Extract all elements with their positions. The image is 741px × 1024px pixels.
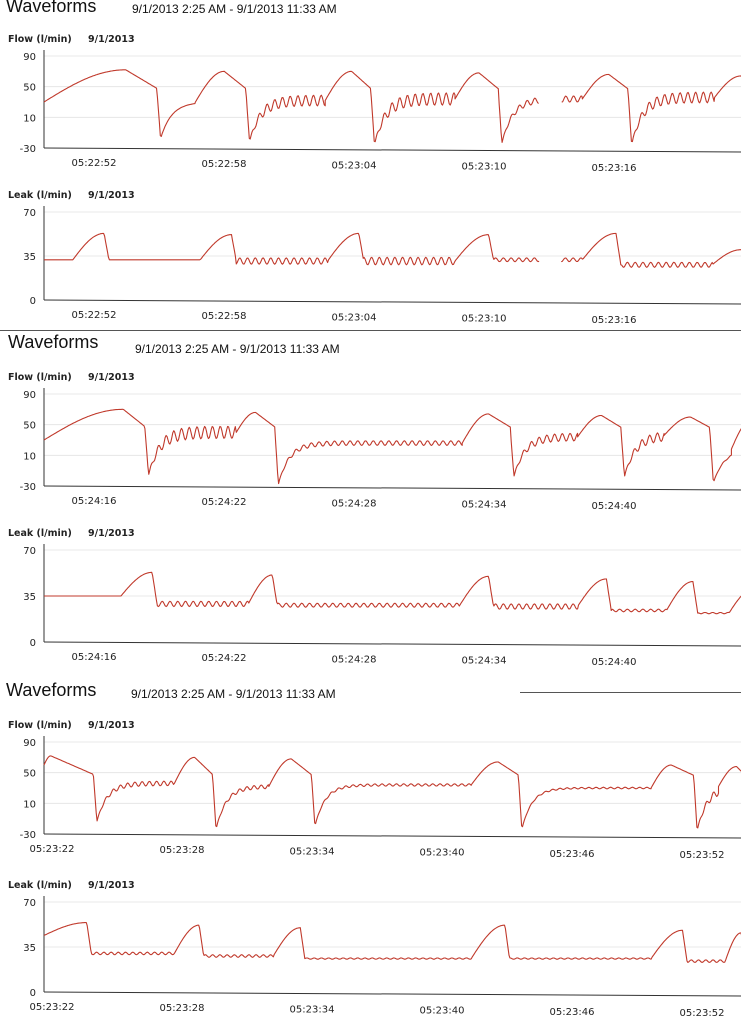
x-tick-label: 05:23:52 [680,1008,725,1019]
y-tick-label: 0 [30,988,36,999]
x-tick-label: 05:23:40 [420,1006,465,1017]
y-tick-label: 70 [23,546,36,557]
x-tick-label: 05:23:16 [592,163,637,174]
x-tick-label: 05:23:34 [290,846,335,857]
waveform-page-1: Waveforms 9/1/2013 2:25 AM - 9/1/2013 11… [0,0,741,330]
x-tick-label: 05:24:16 [72,652,117,663]
y-tick-label: 50 [23,83,36,94]
x-tick-label: 05:24:28 [332,498,377,509]
leak-trace [561,232,741,268]
chart-date: 9/1/2013 [88,372,135,383]
x-axis [43,485,741,491]
page-title: Waveforms [8,332,99,352]
x-axis [43,833,741,839]
x-tick-label: 05:23:34 [290,1004,335,1015]
flow-chart: Flow (l/min) 9/1/2013 90 50 10 -30 05:23:22 05:… [8,720,741,861]
x-axis [43,299,741,305]
page-title: Waveforms [6,0,97,16]
y-tick-label: 10 [23,451,36,462]
x-axis [43,147,741,153]
leak-trace [44,232,540,266]
y-tick-label: 35 [23,943,36,954]
y-tick-label: 50 [23,421,36,432]
chart-title: Leak (l/min) [8,880,72,891]
x-tick-label: 05:22:52 [72,158,117,169]
x-axis [43,991,741,997]
flow-chart: Flow (l/min) 9/1/2013 90 50 10 -30 05:22:52 05:… [8,34,741,174]
chart-title: Leak (l/min) [8,528,72,539]
page-separator [520,692,741,693]
x-tick-label: 05:24:34 [462,500,507,511]
y-tick-label: 35 [23,252,36,263]
y-tick-label: 70 [23,208,36,219]
flow-trace [561,73,741,143]
chart-title: Flow (l/min) [8,372,72,383]
x-tick-label: 05:22:58 [202,159,247,170]
y-tick-label: 10 [23,113,36,124]
leak-chart: Leak (l/min) 9/1/2013 70 35 0 05:22:52 05:22:5… [8,190,741,326]
y-tick-label: 10 [23,799,36,810]
x-tick-label: 05:23:28 [160,845,205,856]
x-tick-label: 05:23:52 [680,850,725,861]
y-tick-label: 90 [23,390,36,401]
leak-chart: Leak (l/min) 9/1/2013 70 35 0 05:24:16 05:24:2… [8,528,741,668]
x-tick-label: 05:23:46 [550,849,595,860]
x-tick-label: 05:24:34 [462,656,507,667]
x-tick-label: 05:23:22 [30,844,75,855]
leak-trace [43,922,741,963]
flow-chart: Flow (l/min) 9/1/2013 90 50 10 -30 05:24:16 05:… [8,372,741,512]
x-tick-label: 05:23:04 [332,312,377,323]
waveform-page-2: Waveforms 9/1/2013 2:25 AM - 9/1/2013 11… [0,330,741,680]
chart-date: 9/1/2013 [88,880,135,891]
y-tick-label: -30 [20,144,36,155]
chart-title: Flow (l/min) [8,720,72,731]
y-tick-label: 0 [30,296,36,307]
flow-trace [43,408,741,485]
x-tick-label: 05:23:10 [462,314,507,325]
y-tick-label: -30 [20,830,36,841]
x-tick-label: 05:23:16 [592,315,637,326]
x-tick-label: 05:23:46 [550,1007,595,1018]
x-tick-label: 05:24:16 [72,496,117,507]
flow-trace [43,755,741,829]
date-range: 9/1/2013 2:25 AM - 9/1/2013 11:33 AM [131,687,336,701]
x-tick-label: 05:22:58 [202,311,247,322]
waveform-page-3: Waveforms 9/1/2013 2:25 AM - 9/1/2013 11… [0,676,741,1024]
chart-title: Flow (l/min) [8,34,72,45]
x-tick-label: 05:23:40 [420,848,465,859]
chart-title: Leak (l/min) [8,190,72,201]
x-tick-label: 05:23:22 [30,1002,75,1013]
y-tick-label: 90 [23,52,36,63]
date-range: 9/1/2013 2:25 AM - 9/1/2013 11:33 AM [135,342,340,356]
x-tick-label: 05:23:10 [462,162,507,173]
y-tick-label: 35 [23,592,36,603]
chart-date: 9/1/2013 [88,34,135,45]
x-tick-label: 05:24:40 [592,501,637,512]
y-tick-label: 0 [30,638,36,649]
y-tick-label: 90 [23,738,36,749]
leak-chart: Leak (l/min) 9/1/2013 70 35 0 05:23:22 05:23:2… [8,880,741,1019]
chart-date: 9/1/2013 [88,528,135,539]
flow-trace [43,69,539,143]
x-tick-label: 05:23:28 [160,1003,205,1014]
x-tick-label: 05:24:22 [202,653,247,664]
date-range: 9/1/2013 2:25 AM - 9/1/2013 11:33 AM [132,2,337,16]
x-axis [43,641,741,647]
chart-date: 9/1/2013 [88,190,135,201]
y-tick-label: 50 [23,769,36,780]
x-tick-label: 05:23:04 [332,160,377,171]
x-tick-label: 05:24:40 [592,657,637,668]
leak-trace [44,571,741,615]
chart-date: 9/1/2013 [88,720,135,731]
page-title: Waveforms [6,680,97,700]
x-tick-label: 05:24:28 [332,654,377,665]
y-tick-label: 70 [23,898,36,909]
page-separator [0,330,741,331]
x-tick-label: 05:22:52 [72,310,117,321]
x-tick-label: 05:24:22 [202,497,247,508]
y-tick-label: -30 [20,482,36,493]
